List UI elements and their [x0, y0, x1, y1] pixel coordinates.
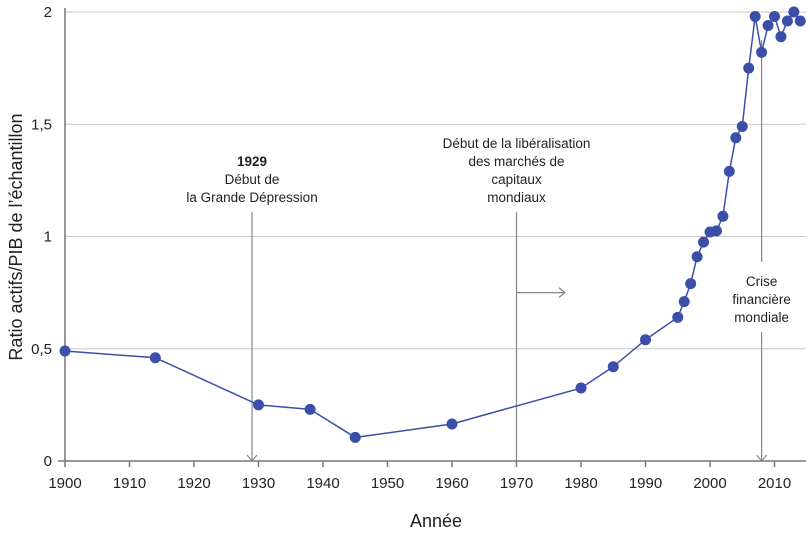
x-tick-label: 1940 — [306, 475, 339, 492]
data-point — [717, 210, 729, 222]
data-point — [59, 345, 71, 357]
x-tick-label: 1960 — [435, 475, 468, 492]
x-tick-label: 1990 — [629, 475, 662, 492]
data-point — [640, 334, 651, 346]
y-tick-label: 0,5 — [31, 341, 52, 358]
data-point — [723, 165, 735, 177]
data-point — [672, 311, 684, 323]
x-tick-label: 2010 — [758, 475, 791, 492]
data-point — [304, 403, 316, 415]
annotation-crisis-text: Crise — [746, 274, 778, 289]
data-point — [446, 418, 458, 430]
y-tick-label: 1 — [44, 229, 52, 246]
y-tick-label: 2 — [44, 4, 52, 21]
x-tick-label: 1950 — [371, 475, 404, 492]
data-point — [781, 15, 793, 27]
x-tick-label: 1930 — [242, 475, 275, 492]
y-tick-label: 1,5 — [31, 116, 52, 133]
y-tick-label: 0 — [44, 453, 52, 470]
data-point — [607, 361, 619, 373]
data-point — [762, 19, 774, 31]
annotation-liberalisation-text: Début de la libéralisation — [443, 136, 591, 151]
annotation-liberalisation-text: mondiaux — [487, 190, 546, 205]
data-point — [730, 132, 742, 144]
x-tick-label: 2000 — [693, 475, 726, 492]
data-point — [788, 6, 800, 18]
data-point — [756, 46, 768, 58]
x-tick-label: 1970 — [500, 475, 533, 492]
x-tick-label: 1910 — [113, 475, 146, 492]
data-point — [769, 10, 780, 22]
annotation-liberalisation-text: capitaux — [491, 172, 542, 187]
annotation-1929-text: la Grande Dépression — [186, 190, 317, 205]
data-point — [698, 236, 710, 248]
data-point — [149, 352, 161, 364]
x-axis-label: Année — [410, 511, 462, 531]
annotation-crisis-text: financière — [732, 292, 791, 307]
series-line — [64, 10, 801, 439]
x-tick-label: 1900 — [48, 475, 81, 492]
arrow-right-icon — [558, 287, 566, 299]
data-point — [775, 31, 787, 43]
annotation-1929-arrow-icon — [246, 454, 258, 462]
y-axis-label: Ratio actifs/PIB de l’échantillon — [6, 113, 26, 360]
data-point — [691, 251, 703, 263]
series — [59, 6, 806, 443]
annotation-liberalisation-text: des marchés de — [468, 154, 564, 169]
data-point — [685, 278, 697, 290]
data-point — [749, 10, 761, 22]
annotation-1929-text: 1929 — [237, 154, 267, 169]
data-point — [736, 120, 748, 132]
data-point — [710, 225, 722, 237]
data-point — [678, 296, 690, 308]
grid — [65, 11, 806, 350]
annotations: 1929 Début de la Grande Dépression Début de… — [186, 40, 791, 462]
data-point — [575, 382, 587, 394]
x-tick-label: 1920 — [177, 475, 210, 492]
annotation-crisis-arrow-icon — [756, 454, 768, 462]
x-tick-label: 1980 — [564, 475, 597, 492]
data-point — [253, 399, 264, 411]
data-point — [743, 62, 755, 74]
axes: 0 0,5 1 1,5 2 1900 1910 1920 1930 1940 1950 1960 197… — [31, 4, 806, 492]
annotation-crisis-text: mondiale — [734, 310, 789, 325]
annotation-1929-text: Début de — [225, 172, 280, 187]
data-point — [794, 15, 806, 27]
data-point — [349, 431, 361, 443]
